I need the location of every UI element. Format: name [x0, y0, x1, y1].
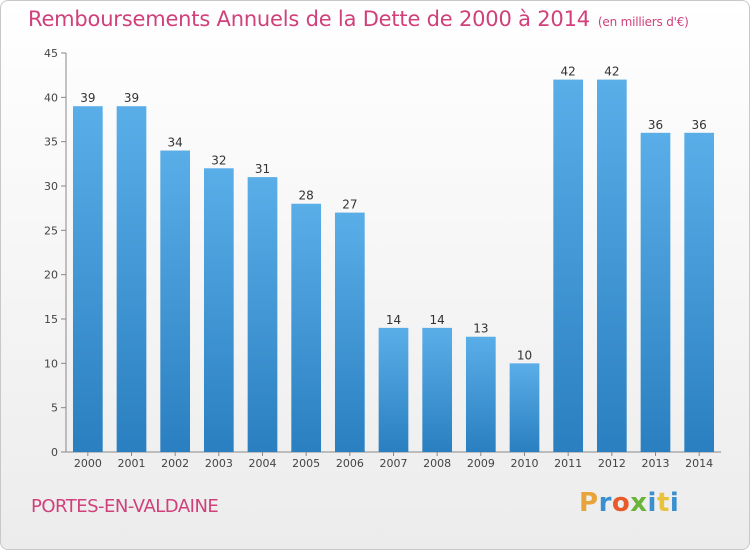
- bar: [684, 132, 715, 453]
- bar-value-label: 34: [168, 136, 183, 150]
- bar: [553, 79, 584, 452]
- bar-value-label: 10: [517, 348, 532, 362]
- x-tick-label: 2004: [249, 457, 277, 470]
- logo-letter: o: [611, 488, 631, 518]
- y-tick-label: 0: [51, 446, 58, 459]
- bar: [72, 106, 103, 452]
- y-tick-label: 20: [44, 269, 58, 282]
- chart-title: Remboursements Annuels de la Dette de 20…: [28, 7, 689, 31]
- logo-letter: r: [598, 488, 612, 518]
- y-tick-label: 45: [44, 47, 58, 60]
- logo-letter: i: [647, 488, 657, 518]
- bar: [334, 212, 365, 452]
- x-tick-label: 2007: [380, 457, 408, 470]
- bar-value-label: 36: [692, 118, 707, 132]
- y-tick-label: 30: [44, 180, 58, 193]
- bar: [640, 132, 671, 453]
- x-tick-label: 2002: [161, 457, 189, 470]
- y-tick-label: 25: [44, 224, 58, 237]
- bar: [160, 150, 191, 453]
- y-tick-label: 40: [44, 91, 58, 104]
- x-tick-label: 2011: [554, 457, 582, 470]
- bar-value-label: 36: [648, 118, 663, 132]
- bar: [596, 79, 627, 452]
- bar: [422, 327, 453, 452]
- bar-value-label: 27: [342, 198, 357, 212]
- y-tick-label: 5: [51, 402, 58, 415]
- bar: [116, 106, 147, 452]
- x-tick-label: 2006: [336, 457, 364, 470]
- chart-bars: 39 39 34 32 31 28 27 14 14 13 10 42 42 36 36: [72, 65, 715, 453]
- proxiti-logo[interactable]: Proxiti: [579, 488, 679, 518]
- bar-value-label: 42: [561, 65, 576, 79]
- logo-letter: i: [669, 488, 680, 518]
- logo-letter: P: [579, 488, 599, 518]
- bar-value-label: 14: [430, 313, 445, 327]
- bar: [203, 168, 234, 452]
- y-tick-label: 35: [44, 136, 58, 149]
- bar-value-label: 28: [299, 189, 314, 203]
- x-tick-label: 2012: [598, 457, 626, 470]
- bar-value-label: 32: [211, 153, 226, 167]
- bar: [247, 177, 278, 452]
- bar-value-label: 42: [604, 65, 619, 79]
- logo-letter: t: [656, 488, 670, 518]
- bar: [509, 363, 540, 452]
- x-tick-label: 2010: [511, 457, 539, 470]
- bar: [378, 327, 409, 452]
- chart-subtitle: (en milliers d'€): [597, 15, 689, 29]
- x-tick-label: 2014: [685, 457, 713, 470]
- x-tick-label: 2005: [292, 457, 320, 470]
- city-name: PORTES-EN-VALDAINE: [31, 496, 219, 517]
- bar-value-label: 13: [473, 322, 488, 336]
- y-tick-label: 10: [44, 357, 58, 370]
- bar-value-label: 39: [80, 91, 95, 105]
- y-tick-label: 15: [44, 313, 58, 326]
- x-tick-label: 2000: [74, 457, 102, 470]
- logo-letter: x: [630, 488, 648, 518]
- x-tick-label: 2013: [642, 457, 670, 470]
- bar-value-label: 14: [386, 313, 401, 327]
- bar: [291, 203, 322, 452]
- bar-value-label: 39: [124, 91, 139, 105]
- chart-title-text: Remboursements Annuels de la Dette de 20…: [28, 7, 590, 31]
- x-tick-label: 2009: [467, 457, 495, 470]
- x-tick-label: 2001: [118, 457, 146, 470]
- x-tick-label: 2008: [423, 457, 451, 470]
- x-tick-label: 2003: [205, 457, 233, 470]
- bar-value-label: 31: [255, 162, 270, 176]
- bar: [465, 336, 496, 452]
- chart-axes: 0 5 10 15 20 25 30 35 40 45 2000 2001 2002 2003 2004 20…: [44, 47, 721, 470]
